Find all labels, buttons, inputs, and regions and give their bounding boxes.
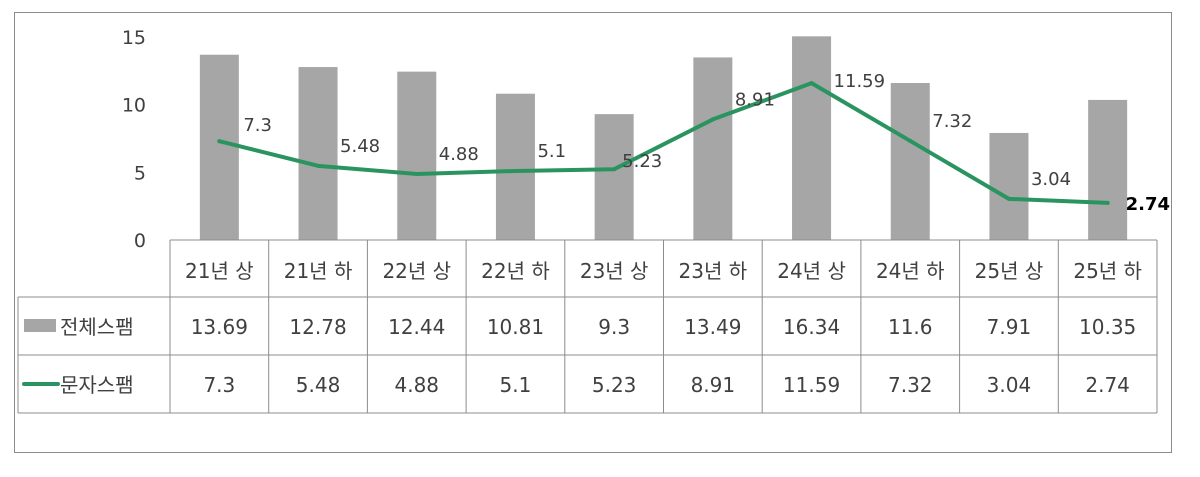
y-tick-label: 10 <box>122 95 146 117</box>
y-tick-label: 15 <box>122 27 146 49</box>
table-cell: 8.91 <box>691 373 736 397</box>
series-name: 전체스팸 <box>60 315 134 339</box>
category-label: 24년 하 <box>876 259 945 283</box>
line-point <box>710 117 715 122</box>
line-point <box>612 167 617 172</box>
table-cell: 5.1 <box>500 373 532 397</box>
data-label: 2.74 <box>1126 194 1170 215</box>
table-cell: 7.3 <box>203 373 235 397</box>
table-cell: 5.23 <box>592 373 637 397</box>
table-cell: 11.6 <box>888 315 933 339</box>
bar <box>199 54 239 240</box>
table-cell: 11.59 <box>783 373 840 397</box>
table-cell: 2.74 <box>1085 373 1130 397</box>
line-point <box>809 81 814 86</box>
data-label: 5.48 <box>340 136 380 157</box>
category-label: 22년 상 <box>382 259 451 283</box>
data-label: 3.04 <box>1031 169 1071 190</box>
table-cell: 12.78 <box>289 315 346 339</box>
data-label: 11.59 <box>834 71 886 92</box>
table-cell: 13.49 <box>684 315 741 339</box>
line-point <box>908 138 913 143</box>
bar <box>397 71 437 241</box>
table-cell: 9.3 <box>598 315 630 339</box>
line-point <box>316 163 321 168</box>
table-cell: 16.34 <box>783 315 840 339</box>
line-point <box>1006 196 1011 201</box>
table-cell: 7.91 <box>987 315 1032 339</box>
table-cell: 5.48 <box>296 373 341 397</box>
category-label: 23년 하 <box>679 259 748 283</box>
line-point <box>513 168 518 173</box>
y-tick-label: 5 <box>134 162 146 184</box>
category-label: 25년 하 <box>1073 259 1142 283</box>
category-label: 22년 하 <box>481 259 550 283</box>
bar <box>792 36 832 240</box>
category-label: 24년 상 <box>777 259 846 283</box>
table-cell: 13.69 <box>191 315 248 339</box>
category-label: 23년 상 <box>580 259 649 283</box>
data-label: 8.91 <box>735 89 775 110</box>
data-label: 4.88 <box>439 144 479 165</box>
table-cell: 12.44 <box>388 315 445 339</box>
line-point <box>217 139 222 144</box>
category-label: 21년 상 <box>185 259 254 283</box>
y-tick-label: 0 <box>134 230 146 252</box>
legend-key-bar <box>24 319 56 332</box>
series-name: 문자스팸 <box>60 373 134 397</box>
bar <box>1088 99 1128 241</box>
category-label: 21년 하 <box>284 259 353 283</box>
line-series <box>217 81 1110 205</box>
bar <box>298 67 338 240</box>
bar <box>989 132 1029 240</box>
bar <box>890 83 930 240</box>
table-cell: 10.81 <box>487 315 544 339</box>
data-label: 5.1 <box>537 141 566 162</box>
data-label: 7.3 <box>243 115 272 136</box>
line-point <box>414 171 419 176</box>
bar <box>693 57 733 240</box>
category-label: 25년 상 <box>975 259 1044 283</box>
chart-frame <box>14 12 1172 453</box>
bar <box>594 114 634 240</box>
table-cell: 10.35 <box>1079 315 1136 339</box>
table-cell: 7.32 <box>888 373 933 397</box>
bar <box>495 93 535 240</box>
line-point <box>1105 200 1110 205</box>
data-label: 7.32 <box>932 111 972 132</box>
data-label: 5.23 <box>622 151 662 172</box>
table-cell: 4.88 <box>394 373 439 397</box>
table-cell: 3.04 <box>987 373 1032 397</box>
